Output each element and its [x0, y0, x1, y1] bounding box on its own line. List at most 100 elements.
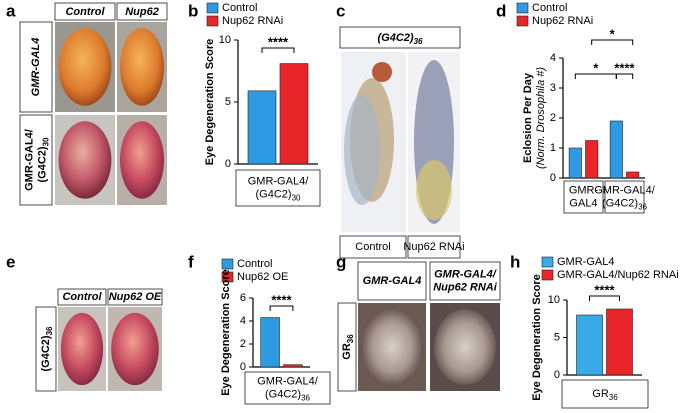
- label-box: [35, 306, 57, 392]
- y-axis-label: (Norm. Drosophila #): [535, 67, 547, 169]
- column-label: Control: [65, 6, 105, 18]
- x-category-label: GMR-GAL4/: [248, 175, 309, 187]
- row-label: GMR-GAL4/: [23, 129, 35, 191]
- y-tick-label: 10: [548, 294, 560, 306]
- x-category-label-subscript: 36: [609, 393, 618, 402]
- label-box: [604, 180, 645, 214]
- significance-label: ****: [614, 60, 635, 75]
- bar: [260, 317, 280, 368]
- x-category-label: GMR-: [569, 184, 599, 196]
- significance-label: ****: [594, 282, 615, 297]
- legend-label: Control: [532, 2, 567, 14]
- panel-letter: a: [6, 1, 16, 20]
- label-box: [19, 114, 53, 206]
- y-tick-label: 1: [550, 142, 556, 154]
- bar: [585, 140, 599, 179]
- legend-swatch: [541, 269, 554, 281]
- bar: [568, 147, 582, 179]
- significance-bracket: [591, 39, 634, 45]
- column-label: Control: [62, 291, 102, 303]
- x-category-label-subscript: 30: [292, 194, 301, 203]
- panel-letter: f: [188, 252, 194, 271]
- column-label: GMR-GAL4/: [434, 268, 498, 280]
- column-label: Nup62: [125, 6, 159, 18]
- eye: [362, 309, 422, 385]
- significance-label: *: [593, 60, 599, 75]
- x-category-label-part: GAL4: [569, 197, 597, 209]
- row-label-part: (G4C2): [40, 335, 52, 371]
- label-box: [244, 371, 331, 405]
- x-category-label-part: GMR-GAL4/: [594, 184, 655, 196]
- significance-bracket: [615, 73, 634, 79]
- legend-label: GMR-GAL4: [557, 256, 614, 268]
- bar: [609, 120, 623, 179]
- significance-bracket: [261, 47, 295, 53]
- legend-label: GMR-GAL4/Nup62 RNAi: [557, 269, 679, 281]
- x-category-label: (G4C2)30: [256, 188, 302, 202]
- label-box: [337, 302, 357, 392]
- label-box: [116, 2, 168, 21]
- pupa-edge: [416, 160, 452, 220]
- label-box: [235, 169, 321, 207]
- x-category-label-part: (G4C2): [256, 188, 292, 200]
- legend-swatch: [541, 256, 554, 268]
- y-tick-label: 10: [219, 34, 231, 46]
- legend-label: Nup62 RNAi: [532, 15, 593, 27]
- y-axis-label: Eye Degeneration Score: [220, 269, 232, 396]
- panel-letter: h: [510, 252, 520, 271]
- row-label-subscript: 36: [45, 326, 54, 335]
- x-category-label: GR36: [592, 388, 618, 402]
- x-category-label: GAL4: [569, 197, 597, 209]
- header-label-part: (G4C2): [378, 32, 414, 44]
- label-box: [561, 379, 649, 409]
- y-tick-label: 2: [240, 338, 246, 350]
- fly-wing: [344, 95, 380, 205]
- label-box: [339, 26, 461, 49]
- row-label: (G4C2)30: [36, 137, 50, 183]
- panel-letter: d: [496, 1, 506, 20]
- label-box: [563, 180, 604, 214]
- eye: [120, 28, 164, 106]
- eye: [58, 28, 112, 106]
- label-box: [19, 21, 53, 113]
- label-box: [107, 288, 163, 306]
- column-label-part: GMR-GAL4/: [434, 268, 498, 280]
- y-tick-label: 6: [240, 292, 246, 304]
- panel-letter: b: [188, 1, 198, 20]
- significance-label: ****: [268, 34, 289, 49]
- significance-label: *: [610, 26, 616, 41]
- y-tick-label: 5: [554, 331, 560, 343]
- legend-label: Control: [237, 258, 272, 270]
- y-tick-label: 0: [240, 361, 246, 373]
- x-category-label: GMR-GAL4/: [257, 375, 318, 387]
- y-axis-label: Eye Degeneration Score: [531, 274, 543, 401]
- legend-swatch: [206, 2, 219, 14]
- x-category-label-part: (G4C2): [265, 388, 301, 400]
- legend-label: Nup62 RNAi: [222, 15, 283, 27]
- bar: [283, 364, 303, 368]
- y-tick-label: 4: [240, 315, 246, 327]
- label-box: [407, 235, 461, 259]
- legend-swatch: [206, 15, 219, 27]
- row-label-subscript: 30: [42, 137, 51, 146]
- significance-bracket: [269, 305, 294, 311]
- bar: [576, 314, 603, 376]
- row-label-part: GMR-GAL4/: [23, 129, 35, 191]
- column-label: Nup62 OE: [109, 291, 162, 303]
- label-box: [339, 235, 407, 259]
- panel-letter: g: [336, 252, 346, 271]
- eye: [58, 121, 112, 199]
- y-tick-label: 0: [225, 158, 231, 170]
- eye: [434, 309, 496, 385]
- x-category-label-part: GR: [592, 388, 609, 400]
- eye: [111, 312, 159, 386]
- legend-label: Nup62 OE: [237, 271, 288, 283]
- column-label: Nup62 RNAi: [403, 241, 464, 253]
- bar: [279, 63, 309, 165]
- bar: [626, 171, 640, 179]
- panel-letter: e: [6, 252, 15, 271]
- row-label-part: GR: [341, 343, 353, 360]
- label-box: [429, 261, 501, 301]
- row-label: GR36: [341, 334, 355, 360]
